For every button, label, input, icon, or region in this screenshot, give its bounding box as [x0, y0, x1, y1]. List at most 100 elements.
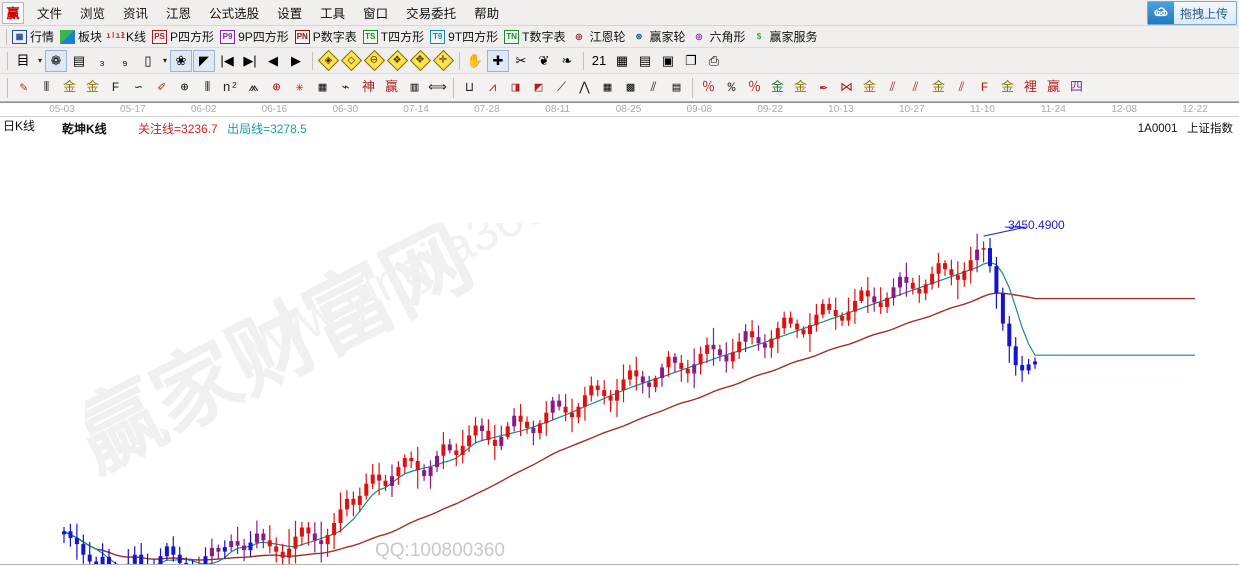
li-slope-icon[interactable]: 裡 [1019, 76, 1042, 99]
menu-item-7[interactable]: 窗口 [363, 7, 389, 21]
percent-icon[interactable]: % [720, 76, 743, 99]
calendar-period-icon[interactable]: 目 [16, 53, 30, 68]
drag-upload-button[interactable]: 拖拽上传 [1146, 1, 1237, 25]
notes-icon[interactable]: ▤ [638, 53, 652, 68]
zoom-diamond-5-icon[interactable]: ✥ [409, 49, 431, 72]
hand-pan-icon[interactable]: ✋ [466, 53, 484, 68]
zoom-diamond-2-icon[interactable]: ◇ [340, 49, 362, 72]
slope-plain-icon[interactable]: ⫽ [950, 76, 973, 99]
toolbar-button-gann-wheel[interactable]: ◎ 江恩轮 [569, 27, 629, 47]
pattern-overlay-icon[interactable]: ❀ [170, 49, 192, 72]
volume-panel[interactable]: 20545280113696853468484267 [0, 564, 1239, 568]
indicator-3-icon[interactable]: ₃ [99, 53, 105, 68]
circle-grid-icon[interactable]: ⊕ [173, 76, 196, 99]
toolbar-button-9t-square[interactable]: T9 9T四方形 [428, 27, 502, 47]
menu-item-1[interactable]: 浏览 [80, 7, 106, 21]
print-icon[interactable]: ⎙ [708, 53, 720, 68]
comb-line-icon[interactable]: ⫴ [196, 76, 219, 99]
save-disk-icon[interactable]: ▣ [661, 53, 675, 68]
toolbar-button-t-square[interactable]: TS T四方形 [361, 27, 428, 47]
color-flag-icon[interactable]: ◤ [193, 49, 215, 72]
next-icon[interactable]: ▶ [291, 53, 301, 68]
starburst-icon[interactable]: ✳ [288, 76, 311, 99]
target-icon[interactable]: ⊕ [265, 76, 288, 99]
ruler-123-icon[interactable]: ▥ [403, 76, 426, 99]
toolbar-button-p-number-table[interactable]: PN P数字表 [293, 27, 361, 47]
quote-line-icon[interactable]: ⌁ [334, 76, 357, 99]
toolbar-button-9p-square[interactable]: P9 9P四方形 [218, 27, 293, 47]
box-base-icon[interactable]: ⊔ [458, 76, 481, 99]
span-measure-icon[interactable]: ⟺ [426, 76, 449, 99]
f-ladder-icon[interactable]: F [104, 76, 127, 99]
candlestick-plot[interactable] [0, 103, 1239, 565]
app-logo-icon[interactable]: 赢 [2, 1, 24, 24]
copy-icon[interactable]: ❐ [685, 53, 697, 68]
candle-dropdown-caret[interactable]: ▾ [162, 56, 167, 65]
crosshair-icon[interactable]: ✚ [487, 49, 509, 72]
angle-fan-icon[interactable]: ⩕ [242, 76, 265, 99]
gold-slope2-icon[interactable]: 金 [996, 76, 1019, 99]
pen-red-icon[interactable]: ✐ [150, 76, 173, 99]
pct-ladder-icon[interactable]: ％ [743, 76, 766, 99]
toolbar-button-p-square[interactable]: PS P四方形 [150, 27, 218, 47]
shen-grid-icon[interactable]: 神 [357, 76, 380, 99]
menu-item-6[interactable]: 工具 [320, 7, 346, 21]
menu-item-0[interactable]: 文件 [37, 7, 63, 21]
toolbar-button-winner-service[interactable]: $ 赢家服务 [750, 27, 822, 47]
slope-pct-icon[interactable]: ⫽ [881, 76, 904, 99]
ying-grid-icon[interactable]: 赢 [380, 76, 403, 99]
gold-slope-icon[interactable]: 金 [927, 76, 950, 99]
fork-line-icon[interactable]: ⫴ [35, 76, 58, 99]
toolbar-button-quotes-grid[interactable]: ▦ 行情 [10, 27, 58, 47]
f-slope-icon[interactable]: F [973, 76, 996, 99]
pen-ladder-icon[interactable]: ✒ [812, 76, 835, 99]
report-list-icon[interactable]: ▤ [72, 53, 86, 68]
menu-item-3[interactable]: 江恩 [166, 7, 192, 21]
n2-square-icon[interactable]: n² [219, 76, 242, 99]
price-chart-panel[interactable]: 05-03 05-17 06-02 06-16 06-30 07-14 07-28 08-11… [0, 102, 1239, 565]
toolbar-button-kline[interactable]: ıǀıł K线 [106, 27, 150, 47]
neural-net-icon[interactable]: ❧ [561, 53, 573, 68]
toolbar-button-sector-blocks[interactable]: 板块 [58, 27, 106, 47]
ying-slope-icon[interactable]: 赢 [1042, 76, 1065, 99]
last-page-icon[interactable]: ▶| [243, 53, 257, 68]
zigzag-icon[interactable]: ⋀ [573, 76, 596, 99]
zoom-diamond-6-icon[interactable]: ✛ [432, 49, 454, 72]
spiral-icon[interactable]: ∽ [127, 76, 150, 99]
gold-ladder-3-icon[interactable]: 金 [789, 76, 812, 99]
ladder-step-icon[interactable]: ▤ [665, 76, 688, 99]
zoom-diamond-3-icon[interactable]: ⊖ [363, 49, 385, 72]
mesh-grid-2-icon[interactable]: ▩ [619, 76, 642, 99]
brain-cloud-icon[interactable]: ❦ [538, 53, 550, 68]
menu-item-4[interactable]: 公式选股 [209, 7, 260, 21]
prev-icon[interactable]: ◀ [268, 53, 278, 68]
box-grid-icon[interactable]: ▦ [311, 76, 334, 99]
candle-style-icon[interactable]: ▯ [144, 53, 152, 68]
toolbar-button-hexagon[interactable]: ◎ 六角形 [690, 27, 750, 47]
slope-lines-icon[interactable]: ⫽ [642, 76, 665, 99]
calculator-icon[interactable]: ▦ [615, 53, 629, 68]
menu-item-5[interactable]: 设置 [277, 7, 303, 21]
menu-item-8[interactable]: 交易委托 [406, 7, 457, 21]
mesh-grid-1-icon[interactable]: ▦ [596, 76, 619, 99]
toolbar-button-t-number-table[interactable]: TN T数字表 [502, 27, 569, 47]
fan-box-icon[interactable]: ◩ [527, 76, 550, 99]
scissors-icon[interactable]: ✂ [515, 53, 527, 68]
pen-draw-icon[interactable]: ✎ [12, 76, 35, 99]
percent-fan-icon[interactable]: ％ [697, 76, 720, 99]
gold-ratio-icon[interactable]: 金 [858, 76, 881, 99]
first-page-icon[interactable]: |◀ [220, 53, 234, 68]
fib-fan-icon[interactable]: ⋈ [835, 76, 858, 99]
fan-lines-red-icon[interactable]: ⩘ [481, 76, 504, 99]
trend-line-icon[interactable]: ⟋ [550, 76, 573, 99]
menu-item-2[interactable]: 资讯 [123, 7, 149, 21]
gold-ladder-2-icon[interactable]: 金 [81, 76, 104, 99]
fan-circle-icon[interactable]: ◨ [504, 76, 527, 99]
slope-box-icon[interactable]: ⫽ [904, 76, 927, 99]
si-slope-icon[interactable]: 四 [1065, 76, 1088, 99]
toolbar-button-winner-wheel[interactable]: ⊛ 赢家轮 [629, 27, 689, 47]
indicator-9-icon[interactable]: ₉ [122, 53, 128, 68]
gold-circle-icon[interactable]: 金 [766, 76, 789, 99]
overlay-indicator-icon[interactable]: ❁ [45, 49, 67, 72]
gold-ladder-1-icon[interactable]: 金 [58, 76, 81, 99]
